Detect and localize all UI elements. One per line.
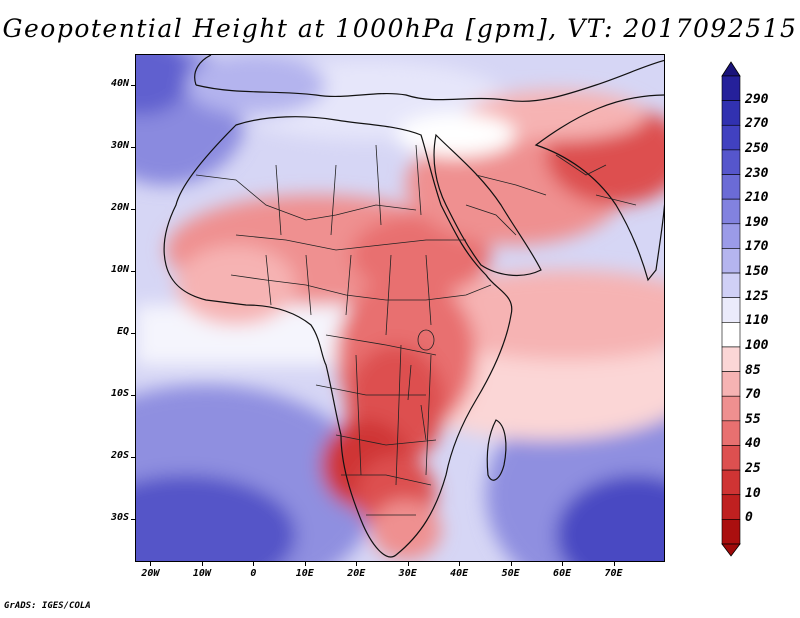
lat-tick-mark	[131, 84, 135, 86]
lon-tick-mark	[201, 562, 203, 566]
colorbar-label: 125	[745, 288, 769, 304]
colorbar-bin	[721, 494, 741, 520]
lat-tick-label: 10S	[110, 387, 129, 399]
colorbar-label: 100	[745, 337, 769, 353]
colorbar-bin	[721, 75, 741, 101]
colorbar-label: 290	[745, 91, 769, 107]
colorbar-bin	[721, 445, 741, 471]
colorbar-label: 70	[745, 387, 761, 403]
colorbar-bin	[721, 124, 741, 151]
colorbar-label: 40	[745, 436, 761, 452]
country-borders	[195, 144, 637, 516]
colorbar-label: 10	[745, 485, 761, 501]
colorbar-cap-bottom	[721, 543, 741, 557]
colorbar-label: 230	[745, 165, 769, 181]
lakes	[407, 329, 435, 441]
lon-tick-label: 20W	[141, 568, 160, 579]
coastlines	[163, 55, 664, 558]
lon-tick-mark	[562, 562, 564, 566]
map-plot-area	[135, 54, 665, 562]
lon-tick-mark	[150, 562, 152, 566]
lon-tick-label: 10W	[192, 568, 211, 579]
colorbar-bin	[721, 297, 741, 323]
lat-tick-mark	[131, 518, 135, 520]
colorbar-bin	[721, 519, 741, 545]
colorbar-bin	[721, 469, 741, 496]
lat-tick-label: 20N	[110, 201, 129, 213]
colorbar-bin	[721, 395, 741, 422]
lat-tick-mark	[131, 208, 135, 210]
lat-tick-mark	[131, 456, 135, 458]
lon-tick-label: 0	[250, 568, 257, 579]
map-title: Geopotential Height at 1000hPa [gpm], VT…	[2, 14, 798, 43]
lon-tick-mark	[510, 562, 512, 566]
colorbar-label: 170	[745, 239, 769, 255]
colorbar-bin	[721, 223, 741, 249]
colorbar-bin	[721, 248, 741, 274]
lon-tick-label: 20E	[347, 568, 366, 579]
lat-tick-label: 30S	[110, 511, 129, 523]
lat-tick-mark	[131, 332, 135, 334]
colorbar-bin	[721, 198, 741, 225]
lon-tick-mark	[356, 562, 358, 566]
colorbar	[721, 61, 741, 557]
colorbar-label: 110	[745, 313, 769, 329]
lon-tick-mark	[613, 562, 615, 566]
lat-tick-label: 10N	[110, 263, 129, 275]
lon-tick-label: 40E	[450, 568, 469, 579]
lon-tick-label: 50E	[501, 568, 520, 579]
lat-tick-label: 40N	[110, 77, 129, 89]
lat-tick-mark	[131, 270, 135, 272]
lat-tick-mark	[131, 146, 135, 148]
lon-tick-label: 60E	[553, 568, 572, 579]
colorbar-bin	[721, 346, 741, 372]
colorbar-label: 150	[745, 264, 769, 280]
lon-tick-mark	[304, 562, 306, 566]
colorbar-label: 190	[745, 214, 769, 230]
colorbar-bin	[721, 174, 741, 200]
colorbar-cap-top	[721, 61, 741, 77]
lat-tick-label: 30N	[110, 139, 129, 151]
lon-tick-label: 30E	[398, 568, 417, 579]
colorbar-bin	[721, 100, 741, 126]
geopotential-field	[136, 55, 664, 561]
geopotential-map	[136, 55, 664, 561]
colorbar-bin	[721, 371, 741, 397]
colorbar-label: 55	[745, 411, 761, 427]
colorbar-label: 270	[745, 116, 769, 132]
lat-tick-label: EQ	[116, 325, 129, 337]
colorbar-bin	[721, 322, 741, 348]
lat-tick-mark	[131, 394, 135, 396]
colorbar-bin	[721, 272, 741, 298]
lat-tick-label: 20S	[110, 449, 129, 461]
lon-tick-label: 70E	[604, 568, 623, 579]
grads-credit: GrADS: IGES/COLA	[4, 601, 91, 611]
colorbar-label: 85	[745, 362, 761, 378]
colorbar-label: 25	[745, 461, 761, 477]
colorbar-bin	[721, 420, 741, 446]
colorbar-label: 210	[745, 190, 769, 206]
colorbar-label: 0	[745, 510, 753, 526]
lon-tick-mark	[407, 562, 409, 566]
lon-tick-mark	[253, 562, 255, 566]
colorbar-label: 250	[745, 140, 769, 156]
lon-tick-label: 10E	[295, 568, 314, 579]
lon-tick-mark	[459, 562, 461, 566]
colorbar-bin	[721, 149, 741, 175]
